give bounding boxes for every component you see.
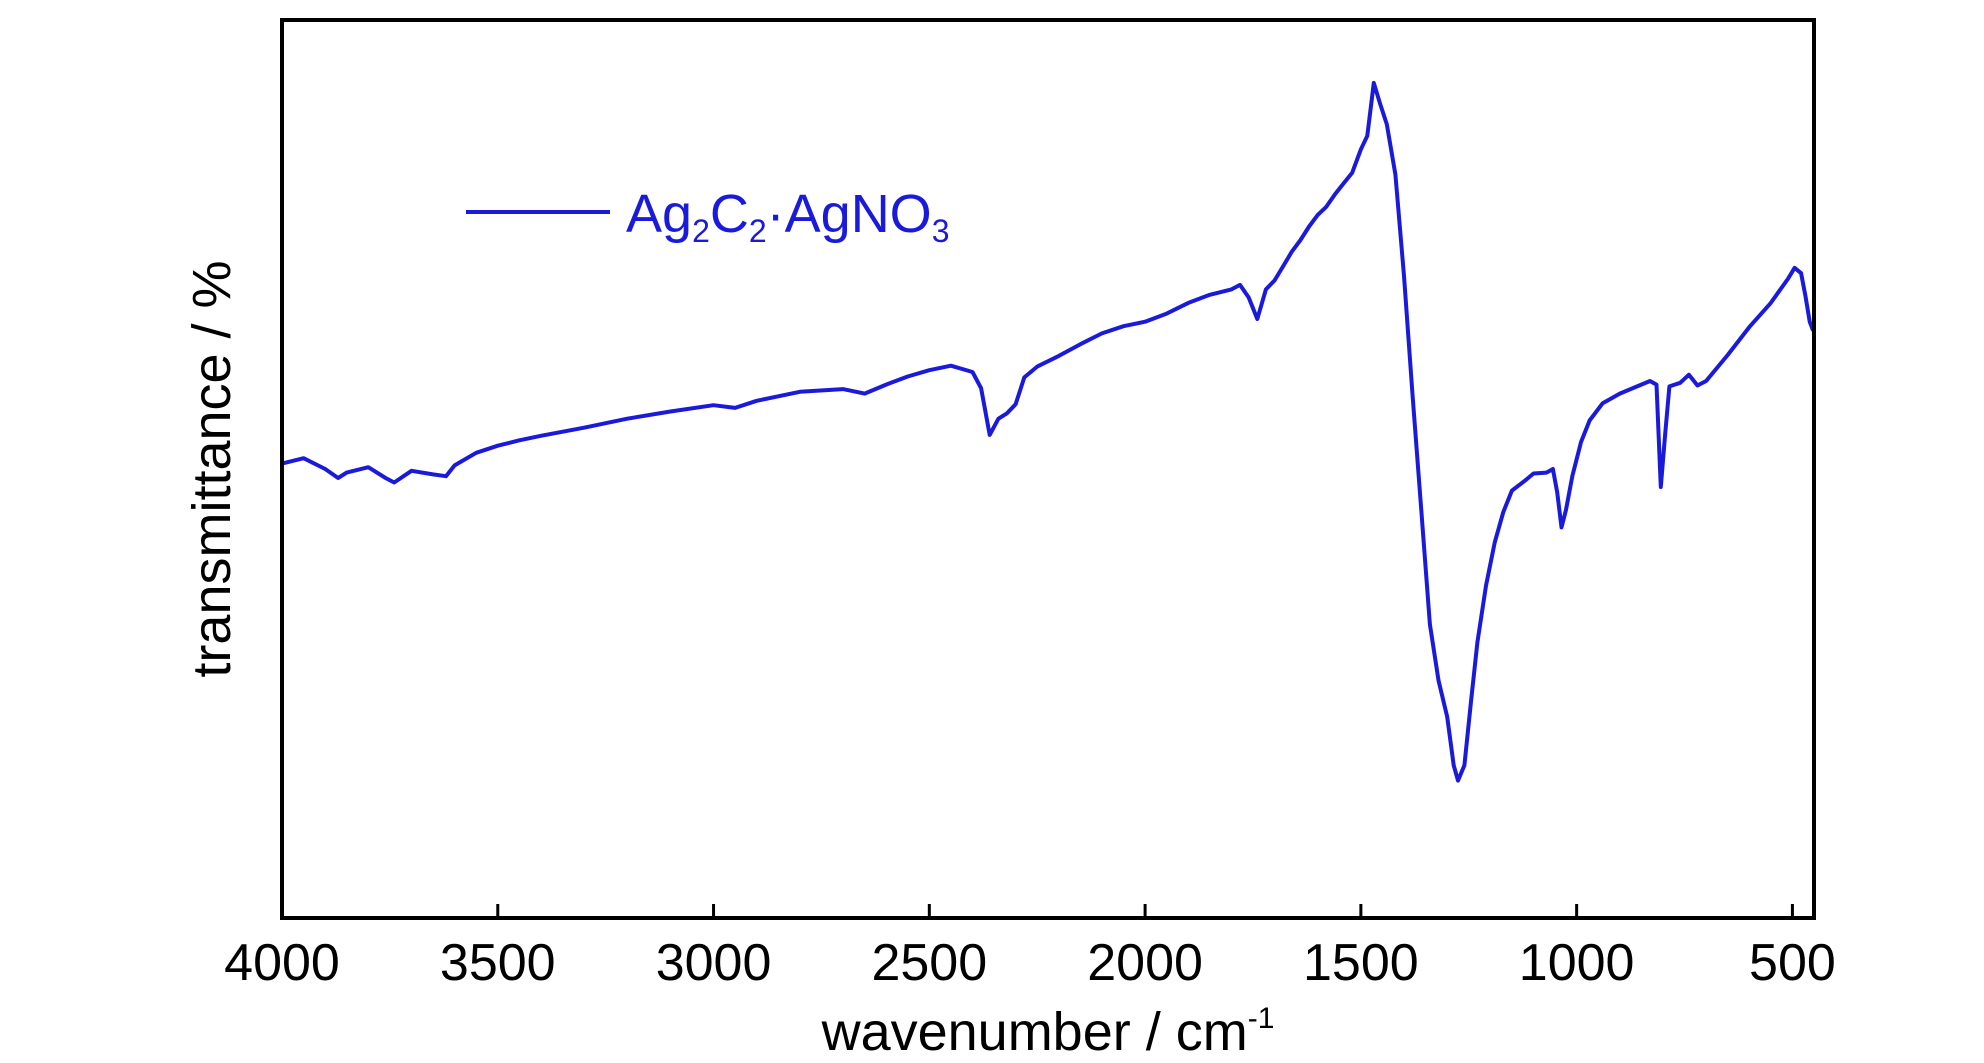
- x-tick-label-1500: 1500: [1303, 934, 1419, 992]
- x-tick-label-4000: 4000: [224, 934, 340, 992]
- series-line-1: [281, 80, 1815, 783]
- legend-label-part-6: 3: [932, 213, 950, 249]
- legend-label: Ag2C2·AgNO3: [626, 184, 950, 249]
- plot-frame: [280, 18, 1816, 920]
- x-axis-tick-labels: 4000 3500 3000 2500 2000 1500 1000 500: [224, 934, 1836, 992]
- legend-label-part-1: Ag: [626, 184, 692, 244]
- legend-label-part-4: 2: [749, 213, 767, 249]
- legend-label-part-5: ·AgNO: [767, 184, 932, 244]
- x-tick-label-1000: 1000: [1519, 934, 1635, 992]
- x-tick-label-2000: 2000: [1087, 934, 1203, 992]
- x-tick-label-3500: 3500: [440, 934, 556, 992]
- plot-area: [281, 80, 1815, 783]
- x-axis-title-superscript: -1: [1248, 1002, 1275, 1035]
- legend-label-part-3: C: [710, 184, 749, 244]
- legend-label-part-2: 2: [692, 213, 710, 249]
- x-axis-title: wavenumber / cm-1: [821, 1002, 1275, 1062]
- y-axis-title: transmittance / %: [182, 260, 242, 677]
- x-tick-label-2500: 2500: [871, 934, 987, 992]
- x-tick-label-500: 500: [1749, 934, 1836, 992]
- legend: Ag2C2·AgNO3: [466, 184, 950, 249]
- x-tick-label-3000: 3000: [656, 934, 772, 992]
- x-axis-title-text: wavenumber / cm: [821, 1002, 1248, 1062]
- x-axis-ticks: [280, 904, 1794, 918]
